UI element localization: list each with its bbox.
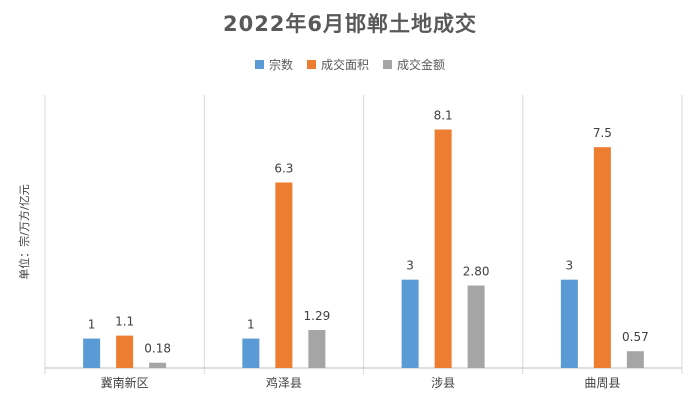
legend-item-amount: 成交金额 (383, 56, 445, 73)
legend-label-count: 宗数 (268, 58, 293, 72)
legend-swatch-area (306, 60, 316, 69)
legend-label-area: 成交面积 (320, 58, 369, 72)
data-label: 6.3 (274, 162, 293, 176)
bar (149, 362, 167, 368)
bar (626, 351, 644, 368)
data-label: 8.1 (434, 109, 453, 123)
bar (83, 338, 101, 368)
legend-label-amount: 成交金额 (397, 58, 446, 72)
legend-item-area: 成交面积 (306, 56, 369, 73)
data-label: 3 (566, 259, 574, 273)
data-label: 7.5 (593, 126, 612, 140)
bar (275, 182, 293, 368)
data-label: 1.1 (115, 315, 134, 329)
data-label: 1 (247, 318, 255, 332)
data-label: 1 (88, 318, 96, 332)
legend-swatch-count (254, 60, 264, 69)
bar (116, 335, 134, 368)
bar (242, 338, 260, 368)
bar (434, 129, 452, 368)
bar (467, 285, 485, 368)
bar (560, 279, 578, 368)
data-label: 3 (406, 259, 414, 273)
chart-title: 2022年6月邯郸土地成交 (222, 12, 478, 36)
data-label: 0.18 (144, 342, 171, 356)
x-tick-label: 涉县 (431, 376, 455, 390)
legend: 宗数 成交面积 成交金额 (0, 56, 700, 73)
x-tick-label: 鸡泽县 (266, 375, 302, 390)
legend-swatch-amount (383, 60, 392, 69)
data-label: 1.29 (304, 309, 331, 323)
data-label: 0.57 (622, 330, 649, 344)
x-tick-label: 冀南新区 (101, 375, 149, 390)
data-label: 2.80 (463, 265, 490, 279)
bar (593, 147, 611, 368)
x-tick-label: 曲周县 (584, 376, 620, 390)
bar (308, 330, 326, 368)
bar (401, 279, 419, 368)
legend-item-count: 宗数 (254, 56, 293, 73)
